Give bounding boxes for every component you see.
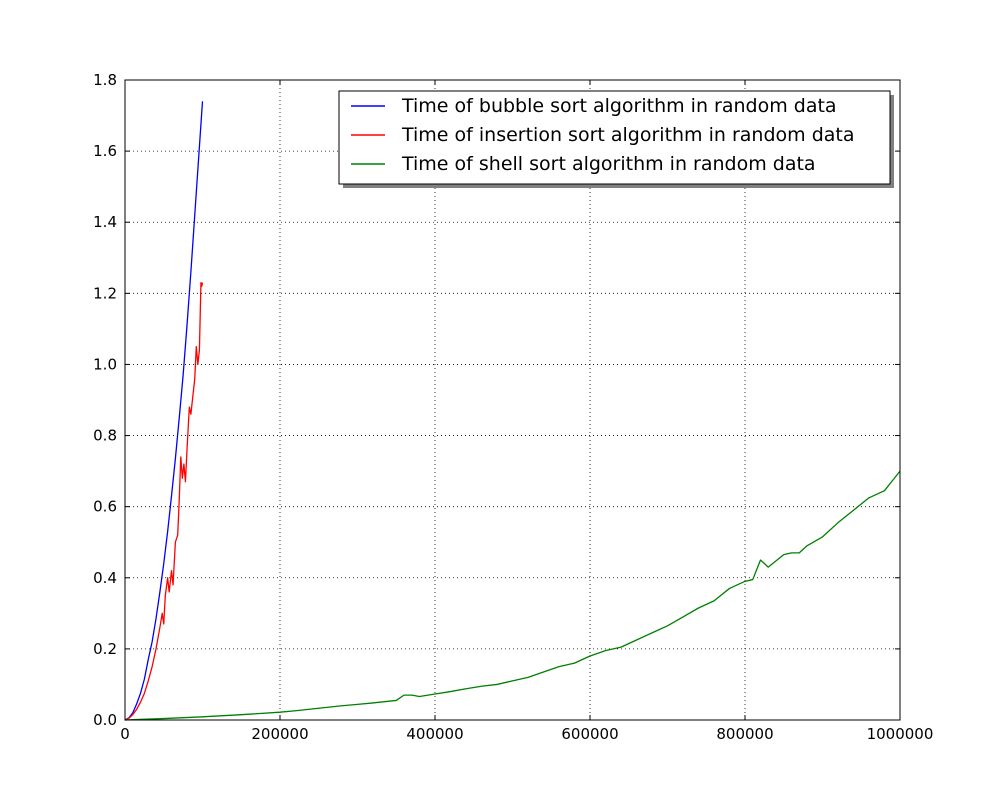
plot-frame (124, 79, 901, 721)
y-tick-label: 1.4 (93, 213, 117, 231)
x-tick-label: 200000 (251, 725, 308, 743)
legend-box (338, 90, 891, 185)
x-tick-label: 600000 (561, 725, 618, 743)
x-tick-label: 800000 (716, 725, 773, 743)
series-layer (124, 101, 901, 721)
y-tick-label: 0.8 (93, 427, 117, 445)
x-tick-label: 400000 (406, 725, 463, 743)
y-tick-label: 0.2 (93, 640, 117, 658)
y-tick-label: 0.6 (93, 498, 117, 516)
series-line-0 (124, 101, 204, 721)
ticks: 0 200000 400000 600000 800000 1000000 0.0 0.2 0.… (93, 71, 933, 743)
x-tick-label: 1000000 (867, 725, 934, 743)
y-tick-label: 1.6 (93, 142, 117, 160)
grid (125, 80, 900, 720)
y-tick-label: 1.2 (93, 284, 117, 302)
y-tick-label: 1.8 (93, 71, 117, 89)
x-tick-label: 0 (120, 725, 130, 743)
legend-label: Time of insertion sort algorithm in rand… (401, 124, 855, 146)
series-line-2 (124, 470, 901, 721)
legend-label: Time of bubble sort algorithm in random … (401, 95, 837, 117)
y-tick-label: 0.4 (93, 569, 117, 587)
legend: Time of bubble sort algorithm in random … (338, 90, 894, 188)
y-tick-label: 0.0 (93, 711, 117, 729)
series-line-1 (124, 282, 204, 721)
legend-label: Time of shell sort algorithm in random d… (401, 153, 816, 175)
y-tick-label: 1.0 (93, 355, 117, 373)
